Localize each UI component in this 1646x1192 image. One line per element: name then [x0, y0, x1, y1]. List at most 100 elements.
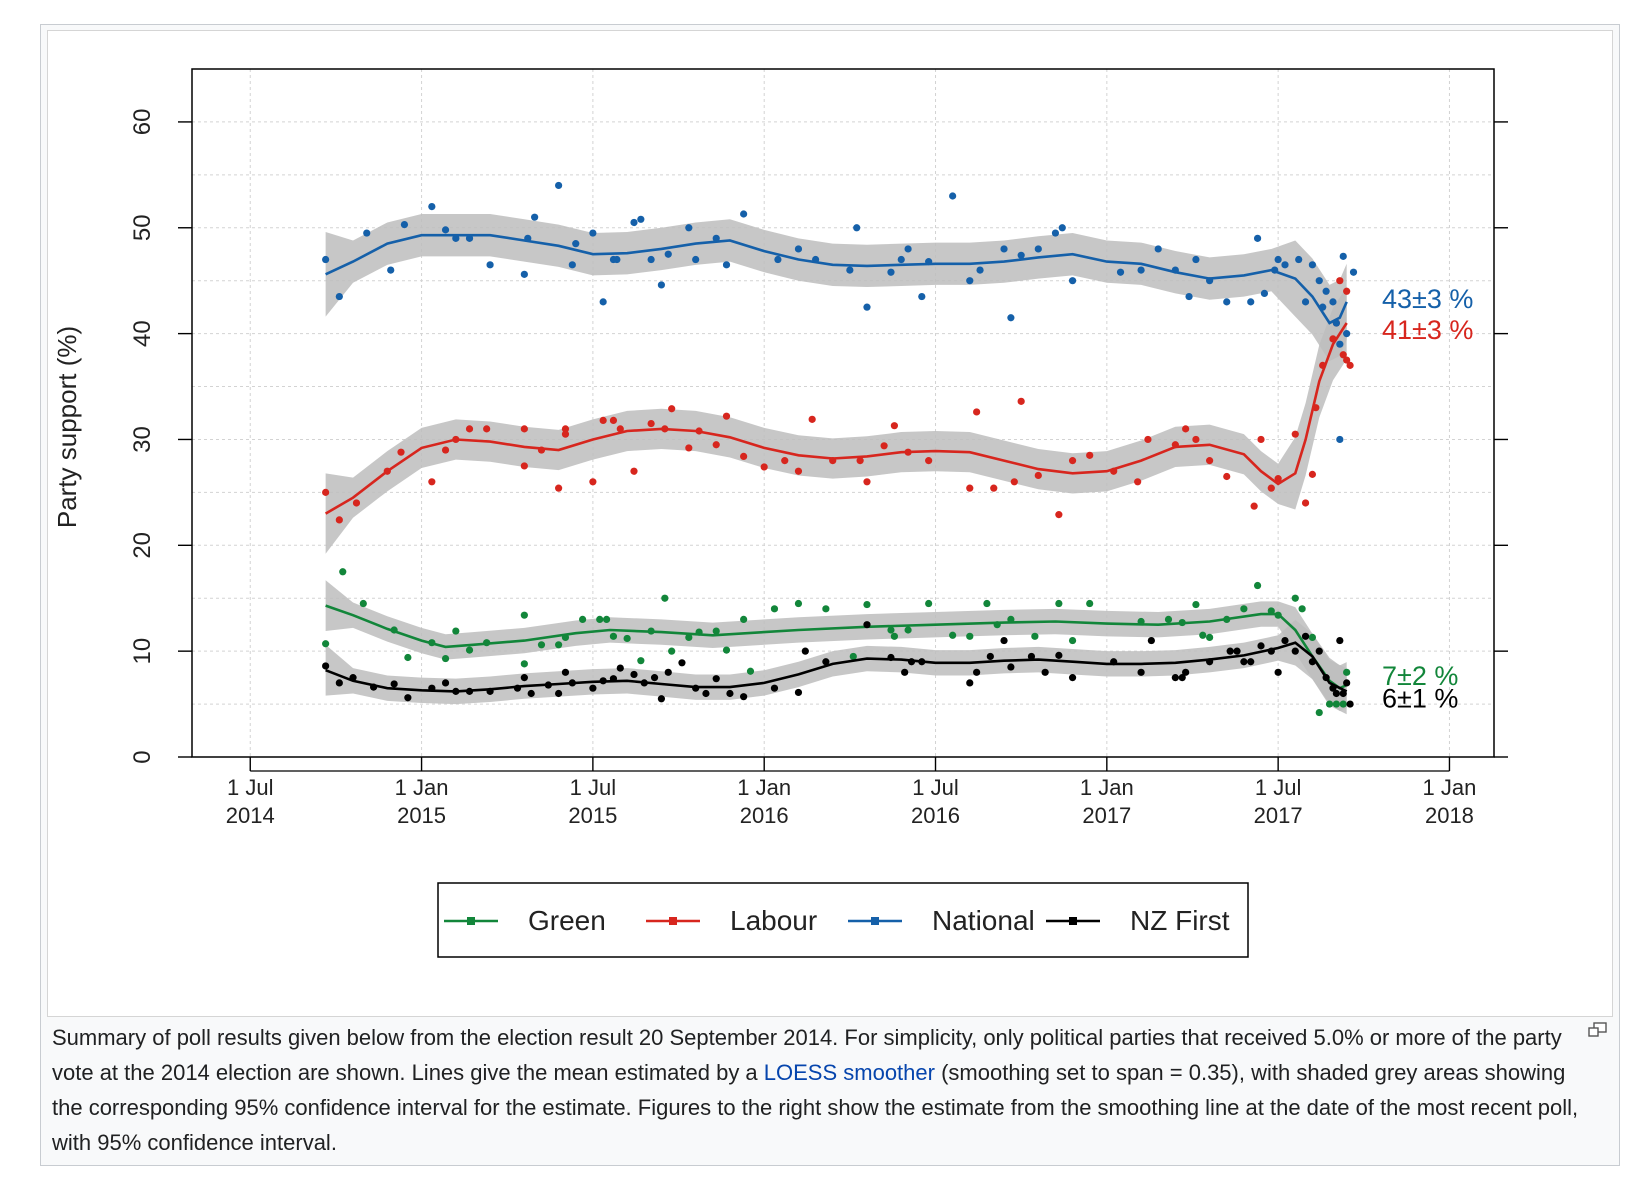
- data-point-nz-first: [770, 684, 779, 692]
- data-point-labour: [589, 478, 597, 486]
- legend-label-labour: Labour: [730, 905, 817, 936]
- data-point-labour: [794, 467, 803, 475]
- data-point-labour: [561, 430, 570, 438]
- data-point-green: [1298, 605, 1306, 613]
- data-point-national: [322, 255, 330, 264]
- data-point-green: [1339, 700, 1347, 708]
- data-point-nz-first: [726, 689, 734, 698]
- data-point-nz-first: [441, 679, 450, 687]
- data-point-labour: [760, 463, 768, 471]
- end-label-nz-first: 6±1 %: [1382, 683, 1458, 713]
- data-point-national: [486, 261, 494, 269]
- data-point-labour: [352, 499, 361, 507]
- data-point-nz-first: [1336, 636, 1344, 645]
- data-point-nz-first: [966, 679, 974, 687]
- figure-image[interactable]: 0 10 20 30 40 50 60 1 Jul 2014 1 Jan 2015 1 Jul 2015…: [47, 30, 1613, 1017]
- data-point-nz-first: [404, 694, 412, 702]
- data-point-labour: [1068, 457, 1077, 465]
- loess-smoother-link[interactable]: LOESS smoother: [763, 1060, 935, 1085]
- data-point-labour: [599, 416, 607, 425]
- data-point-national: [1260, 289, 1269, 297]
- data-point-nz-first: [986, 652, 994, 661]
- magnify-clip-icon[interactable]: [1588, 1022, 1608, 1038]
- data-point-labour: [1250, 502, 1258, 510]
- data-point-labour: [1257, 435, 1265, 444]
- data-point-green: [685, 633, 693, 641]
- x-tick-label: 2015: [397, 803, 446, 828]
- x-tick-label: 1 Jul: [570, 775, 616, 800]
- data-point-nz-first: [589, 684, 597, 692]
- data-point-labour: [722, 412, 731, 420]
- y-tick-label: 60: [129, 109, 156, 136]
- data-point-labour: [890, 422, 898, 430]
- data-point-national: [712, 234, 720, 242]
- data-point-nz-first: [561, 668, 570, 676]
- data-point-national: [363, 229, 371, 237]
- legend: Green Labour National NZ First: [437, 882, 1249, 958]
- legend-label-national: National: [932, 905, 1035, 936]
- data-point-national: [897, 255, 905, 264]
- data-point-national: [1068, 277, 1077, 285]
- data-point-green: [863, 600, 871, 609]
- data-point-labour: [856, 457, 864, 465]
- data-point-green: [887, 626, 895, 634]
- data-point-labour: [1034, 471, 1042, 480]
- caption: Summary of poll results given below from…: [52, 1020, 1592, 1160]
- data-point-green: [555, 641, 563, 649]
- data-point-labour: [1144, 435, 1152, 444]
- data-point-nz-first: [901, 668, 909, 676]
- data-point-national: [918, 292, 926, 301]
- data-point-national: [520, 270, 528, 278]
- y-tick-label: 0: [129, 750, 156, 763]
- data-point-green: [579, 615, 587, 624]
- data-point-labour: [1010, 478, 1018, 486]
- data-point-labour: [1308, 470, 1317, 478]
- data-point-national: [1051, 229, 1060, 237]
- data-point-national: [1154, 245, 1162, 253]
- data-point-national: [555, 181, 563, 190]
- y-tick-label: 30: [129, 426, 156, 453]
- data-point-nz-first: [1000, 636, 1008, 645]
- data-point-national: [1253, 234, 1262, 242]
- data-point-labour: [1086, 451, 1094, 459]
- data-point-national: [387, 266, 395, 274]
- data-point-national: [1137, 266, 1145, 274]
- data-point-nz-first: [1226, 647, 1234, 655]
- data-point-green: [1192, 600, 1200, 609]
- data-point-labour: [966, 484, 974, 492]
- data-point-green: [1086, 599, 1094, 608]
- data-point-national: [1295, 255, 1303, 264]
- data-point-labour: [520, 425, 528, 433]
- x-tick-label: 2018: [1425, 803, 1474, 828]
- data-point-green: [637, 657, 645, 665]
- confidence-band-green: [325, 580, 1347, 712]
- data-point-national: [1315, 277, 1323, 285]
- data-point-labour: [1291, 430, 1299, 438]
- x-tick-label: 2017: [1082, 803, 1131, 828]
- data-point-labour: [609, 416, 618, 425]
- data-point-nz-first: [794, 688, 803, 697]
- legend-box: [437, 882, 1249, 958]
- data-point-nz-first: [702, 689, 710, 698]
- data-point-green: [722, 646, 731, 654]
- data-point-nz-first: [1233, 647, 1241, 655]
- data-point-green: [849, 652, 857, 661]
- data-point-nz-first: [630, 670, 638, 679]
- data-point-nz-first: [801, 647, 809, 655]
- data-point-national: [853, 224, 861, 232]
- data-point-labour: [1301, 499, 1310, 507]
- data-point-green: [794, 599, 803, 608]
- x-tick-label: 1 Jan: [1080, 775, 1134, 800]
- data-point-green: [609, 632, 618, 640]
- data-point-national: [1349, 268, 1358, 276]
- data-point-green: [668, 647, 676, 655]
- legend-marker-labour: [669, 917, 677, 925]
- data-point-green: [1267, 607, 1275, 615]
- legend-label-green: Green: [528, 905, 606, 936]
- end-label-green: 7±2 %: [1382, 661, 1458, 691]
- data-point-labour: [322, 488, 330, 496]
- data-point-nz-first: [1343, 679, 1351, 687]
- data-point-green: [925, 599, 933, 608]
- data-point-labour: [1343, 356, 1351, 364]
- data-point-green: [1332, 700, 1340, 708]
